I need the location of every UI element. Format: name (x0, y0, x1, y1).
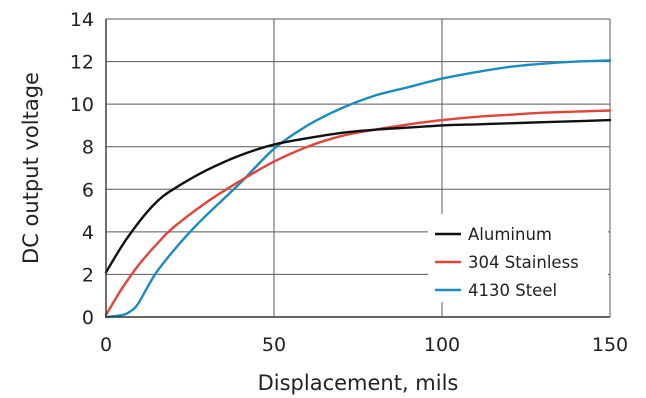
y-tick-label: 14 (70, 9, 94, 31)
series-line-4130-steel (104, 59, 612, 319)
y-axis-title: DC output voltage (19, 72, 43, 264)
y-tick-labels: 0 2 4 6 8 10 12 14 (70, 9, 94, 329)
legend-item-aluminum: Aluminum (435, 225, 552, 244)
y-tick-label: 4 (82, 222, 94, 244)
y-tick-label: 6 (82, 179, 94, 201)
x-tick-label: 150 (592, 334, 628, 356)
y-tick-label: 0 (82, 307, 94, 329)
axes (105, 19, 610, 318)
legend-label: Aluminum (468, 225, 552, 244)
y-tick-label: 2 (82, 264, 94, 286)
y-tick-label: 12 (70, 52, 94, 74)
y-tick-label: 10 (70, 94, 94, 116)
legend-background (428, 214, 608, 302)
x-tick-label: 50 (262, 334, 286, 356)
legend: Aluminum 304 Stainless 4130 Steel (428, 214, 608, 302)
x-axis-title: Displacement, mils (258, 371, 459, 395)
legend-label: 304 Stainless (468, 253, 579, 272)
legend-item-4130-steel: 4130 Steel (435, 281, 557, 300)
series-lines (104, 59, 612, 319)
x-tick-label: 0 (100, 334, 112, 356)
legend-item-304-stainless: 304 Stainless (435, 253, 579, 272)
series-line-aluminum (104, 118, 612, 274)
series-line-304-stainless (104, 109, 612, 317)
x-tick-labels: 0 50 100 150 (100, 334, 628, 356)
legend-label: 4130 Steel (468, 281, 557, 300)
y-tick-label: 8 (82, 137, 94, 159)
x-tick-label: 100 (424, 334, 460, 356)
